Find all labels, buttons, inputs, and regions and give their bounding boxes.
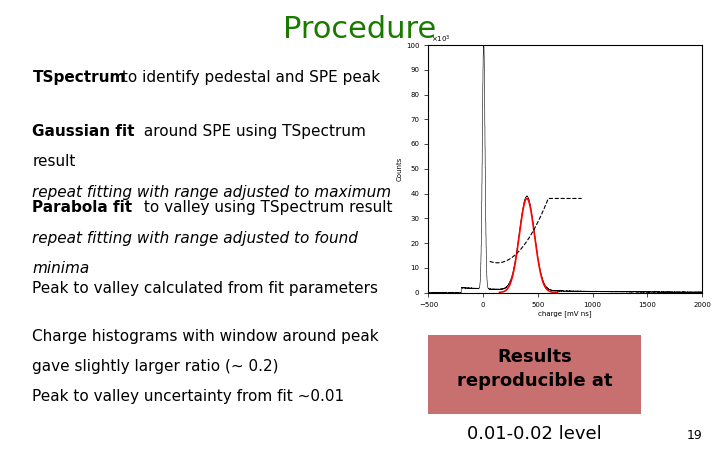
Text: TSpectrum: TSpectrum (32, 70, 126, 85)
FancyBboxPatch shape (428, 335, 641, 414)
Text: around SPE using TSpectrum: around SPE using TSpectrum (139, 124, 366, 139)
Text: reproducible at: reproducible at (457, 372, 612, 390)
Text: Parabola fit: Parabola fit (32, 200, 132, 215)
Y-axis label: Counts: Counts (397, 157, 403, 181)
Text: Results: Results (498, 348, 572, 366)
Text: result: result (32, 154, 76, 169)
Text: Peak to valley uncertainty from fit ~0.01: Peak to valley uncertainty from fit ~0.0… (32, 389, 345, 404)
Text: Gaussian fit: Gaussian fit (32, 124, 135, 139)
Text: to valley using TSpectrum result: to valley using TSpectrum result (139, 200, 392, 215)
Text: minima: minima (32, 261, 90, 276)
Text: Parabola fit: Parabola fit (516, 216, 608, 230)
Text: Procedure: Procedure (284, 15, 436, 44)
Text: $\times 10^3$: $\times 10^3$ (431, 34, 451, 45)
X-axis label: charge [mV ns]: charge [mV ns] (539, 310, 592, 317)
Text: Gaussian fit: Gaussian fit (540, 162, 634, 176)
Text: 19: 19 (686, 429, 702, 442)
Text: repeat fitting with range adjusted to found: repeat fitting with range adjusted to fo… (32, 231, 359, 246)
Text: to identify pedestal and SPE peak: to identify pedestal and SPE peak (117, 70, 380, 85)
Text: gave slightly larger ratio (~ 0.2): gave slightly larger ratio (~ 0.2) (32, 359, 279, 374)
Text: repeat fitting with range adjusted to maximum: repeat fitting with range adjusted to ma… (32, 184, 392, 199)
Text: Peak to valley calculated from fit parameters: Peak to valley calculated from fit param… (32, 281, 379, 296)
Text: 0.01-0.02 level: 0.01-0.02 level (467, 425, 602, 443)
Text: Charge histograms with window around peak: Charge histograms with window around pea… (32, 328, 379, 343)
